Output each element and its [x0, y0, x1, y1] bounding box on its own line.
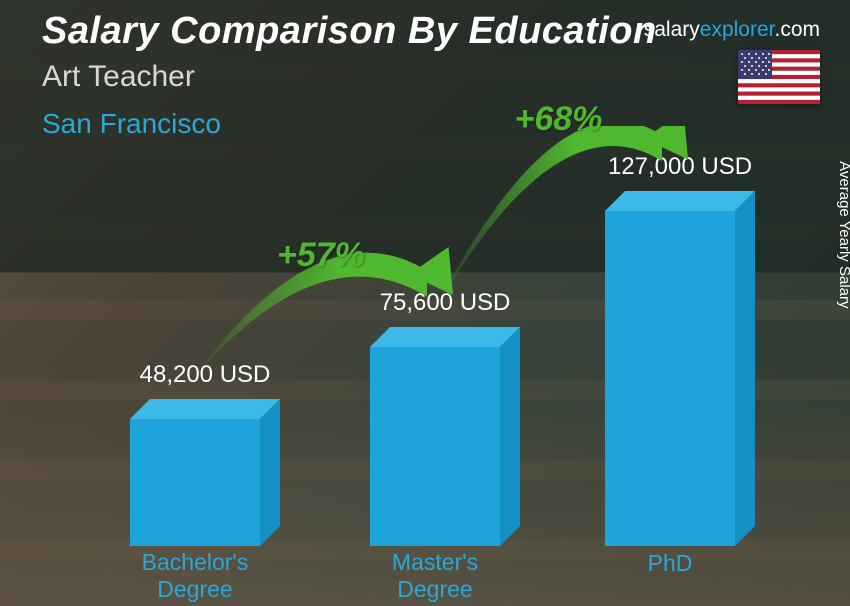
bar-category-label: Master'sDegree: [325, 549, 545, 604]
bar-category-label: Bachelor'sDegree: [85, 549, 305, 604]
brand-logo: salaryexplorer.com: [644, 18, 820, 42]
bar-1: 75,600 USDMaster'sDegree: [370, 327, 520, 546]
subtitle-job: Art Teacher: [42, 60, 195, 94]
bar-2: 127,000 USDPhD: [605, 191, 755, 546]
bar-side: [260, 399, 280, 546]
brand-suffix: .com: [774, 18, 820, 41]
bar-side: [500, 327, 520, 546]
bar-0: 48,200 USDBachelor'sDegree: [130, 399, 280, 546]
us-flag-icon: [738, 50, 820, 104]
bar-top: [605, 191, 755, 211]
brand-prefix: salary: [644, 18, 700, 41]
infographic-container: Salary Comparison By Education Art Teach…: [0, 0, 850, 606]
bar-front: [370, 347, 500, 546]
bar-value-label: 48,200 USD: [95, 361, 315, 389]
bar-value-label: 127,000 USD: [570, 153, 790, 181]
bar-top: [370, 327, 520, 347]
increase-pct-1: +68%: [515, 100, 603, 139]
bar-value-label: 75,600 USD: [335, 289, 555, 317]
brand-mid: explorer: [700, 18, 775, 41]
increase-pct-0: +57%: [277, 236, 365, 275]
bar-front: [130, 419, 260, 546]
bar-front: [605, 211, 735, 546]
bar-top: [130, 399, 280, 419]
page-title: Salary Comparison By Education: [42, 10, 657, 53]
bar-side: [735, 191, 755, 546]
chart-area: 48,200 USDBachelor'sDegree75,600 USDMast…: [0, 126, 850, 606]
bar-category-label: PhD: [560, 550, 780, 578]
